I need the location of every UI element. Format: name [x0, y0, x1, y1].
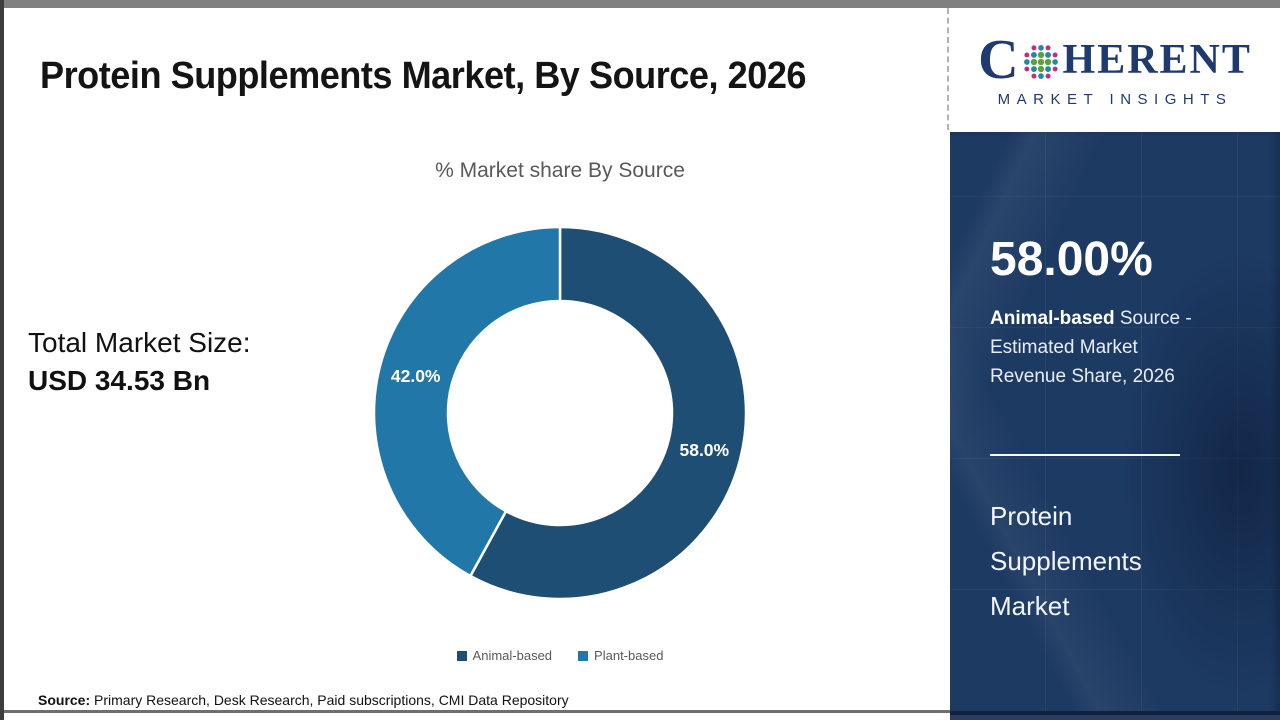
sidebar-divider — [990, 454, 1180, 456]
dotted-globe-logo-icon — [1023, 45, 1058, 79]
market-name-line1: Protein — [990, 501, 1073, 531]
legend-label-animal-based: Animal-based — [472, 648, 553, 663]
sidebar: 58.00% Animal-based Source - Estimated M… — [950, 132, 1280, 720]
logo-panel: C HERENT MARKET INSIGHTS — [950, 8, 1280, 136]
stat-description-rest: Source - Estimated Market Revenue Share,… — [990, 308, 1192, 387]
stat-description: Animal-based Source - Estimated Market R… — [990, 304, 1212, 391]
brand-logo: C HERENT — [978, 32, 1252, 88]
chart-title: % Market share By Source — [435, 159, 685, 182]
chart-legend: Animal-based Plant-based — [330, 648, 790, 663]
left-frame-edge — [0, 0, 4, 720]
donut-slice-animal-based — [468, 225, 748, 601]
sidebar-bottom-edge — [950, 711, 1280, 720]
legend-swatch-animal-based — [456, 650, 467, 661]
logo-word-herent: HERENT — [1062, 37, 1252, 83]
market-name-line2: Supplements — [990, 546, 1142, 576]
logo-letter-c: C — [978, 29, 1019, 91]
logo-subtitle: MARKET INSIGHTS — [997, 91, 1233, 108]
donut-svg: 58.0% 42.0% — [372, 225, 748, 601]
legend-swatch-plant-based — [578, 650, 589, 661]
donut-chart: 58.0% 42.0% — [368, 221, 752, 605]
donut-slice-plant-based — [372, 225, 562, 578]
slice-label-animal-based: 58.0% — [679, 440, 729, 460]
source-text: Primary Research, Desk Research, Paid su… — [90, 692, 569, 708]
stat-description-bold: Animal-based — [990, 308, 1115, 329]
bottom-frame-line — [4, 710, 950, 713]
source-note: Source: Primary Research, Desk Research,… — [38, 692, 569, 708]
world-map-texture — [950, 132, 1280, 720]
stat-value: 58.00% — [990, 233, 1153, 286]
total-market-label: Total Market Size: — [28, 327, 251, 358]
market-name-line3: Market — [990, 591, 1070, 621]
market-name: Protein Supplements Market — [990, 494, 1142, 629]
source-label: Source: — [38, 692, 91, 708]
legend-item-animal-based: Animal-based — [456, 648, 553, 663]
legend-label-plant-based: Plant-based — [594, 648, 664, 663]
top-frame-bar — [0, 0, 1280, 8]
legend-item-plant-based: Plant-based — [578, 648, 663, 663]
slice-label-plant-based: 42.0% — [391, 366, 441, 386]
total-market-block: Total Market Size: USD 34.53 Bn — [28, 324, 251, 400]
page-title: Protein Supplements Market, By Source, 2… — [40, 55, 807, 98]
dashed-separator — [947, 8, 949, 130]
total-market-value: USD 34.53 Bn — [28, 365, 211, 396]
